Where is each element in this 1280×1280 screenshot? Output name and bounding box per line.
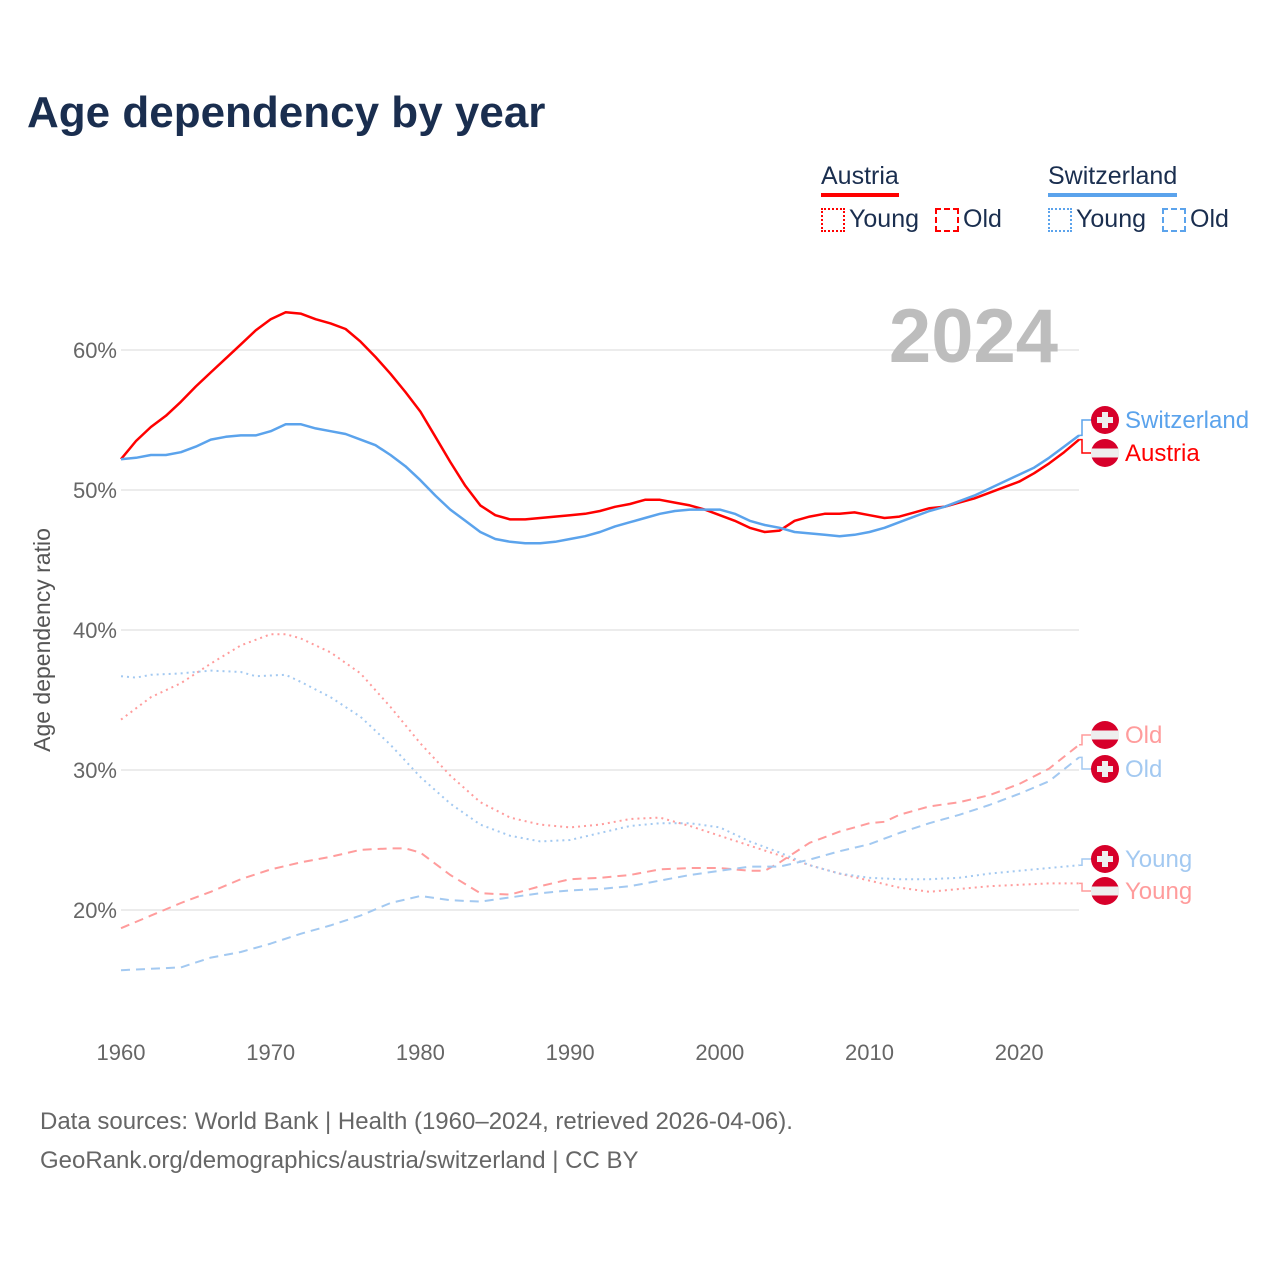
x-tick-label: 1960 bbox=[97, 1040, 146, 1065]
legend-austria-young: Young bbox=[821, 205, 919, 234]
dotted-swatch-icon bbox=[1048, 207, 1072, 232]
legend-label: Old bbox=[963, 205, 1002, 233]
legend-switzerland: Switzerland Young Old bbox=[1048, 162, 1229, 234]
x-tick-label: 2020 bbox=[995, 1040, 1044, 1065]
x-tick-label: 1970 bbox=[246, 1040, 295, 1065]
label-connector bbox=[1079, 882, 1092, 892]
legend-austria-label: Austria bbox=[821, 162, 899, 197]
legend-switzerland-old: Old bbox=[1162, 205, 1229, 234]
end-label-austria-old: Old bbox=[1125, 722, 1162, 749]
end-label-austria-young: Young bbox=[1125, 878, 1192, 905]
switzerland-flag-icon bbox=[1091, 845, 1119, 873]
legend-switzerland-label: Switzerland bbox=[1048, 162, 1178, 197]
y-tick-label: 20% bbox=[73, 898, 117, 923]
dashed-swatch-icon bbox=[935, 207, 959, 232]
legend-label: Young bbox=[849, 205, 919, 233]
x-tick-label: 2000 bbox=[695, 1040, 744, 1065]
austria-flag-icon bbox=[1091, 439, 1119, 467]
legend-austria: Austria Young Old bbox=[821, 162, 1002, 234]
series-line-austria-young bbox=[120, 633, 1080, 893]
label-connector bbox=[1079, 756, 1092, 770]
label-connector bbox=[1079, 858, 1092, 866]
label-connector bbox=[1079, 419, 1092, 437]
series-line-austria-total bbox=[120, 310, 1080, 534]
series-line-austria-old bbox=[120, 744, 1080, 930]
dotted-swatch-icon bbox=[821, 207, 845, 232]
dashed-swatch-icon bbox=[1162, 207, 1186, 232]
label-connector bbox=[1079, 438, 1092, 454]
chart-title: Age dependency by year bbox=[27, 88, 546, 137]
source-line-2[interactable]: GeoRank.org/demographics/austria/switzer… bbox=[40, 1147, 639, 1174]
switzerland-flag-icon bbox=[1091, 406, 1119, 434]
series-line-switzerland-old bbox=[120, 756, 1080, 972]
x-tick-label: 1980 bbox=[396, 1040, 445, 1065]
y-tick-label: 30% bbox=[73, 758, 117, 783]
y-tick-label: 40% bbox=[73, 618, 117, 643]
x-tick-label: 1990 bbox=[546, 1040, 595, 1065]
series-line-switzerland-total bbox=[120, 422, 1080, 545]
switzerland-flag-icon bbox=[1091, 755, 1119, 783]
year-watermark: 2024 bbox=[889, 294, 1058, 379]
legend-switzerland-young: Young bbox=[1048, 205, 1146, 234]
end-label-switzerland-young: Young bbox=[1125, 846, 1192, 873]
label-connector bbox=[1079, 734, 1092, 746]
series-line-switzerland-young bbox=[120, 669, 1080, 881]
legend-label: Old bbox=[1190, 205, 1229, 233]
y-axis-label: Age dependency ratio bbox=[29, 528, 55, 752]
legend-label: Young bbox=[1076, 205, 1146, 233]
x-tick-label: 2010 bbox=[845, 1040, 894, 1065]
y-tick-label: 60% bbox=[73, 338, 117, 363]
y-tick-label: 50% bbox=[73, 478, 117, 503]
legend-austria-old: Old bbox=[935, 205, 1002, 234]
austria-flag-icon bbox=[1091, 721, 1119, 749]
end-label-austria-total: Austria bbox=[1125, 440, 1200, 467]
end-label-switzerland-old: Old bbox=[1125, 756, 1162, 783]
end-label-switzerland-total: Switzerland bbox=[1125, 407, 1249, 434]
austria-flag-icon bbox=[1091, 877, 1119, 905]
source-line-1: Data sources: World Bank | Health (1960–… bbox=[40, 1108, 793, 1135]
